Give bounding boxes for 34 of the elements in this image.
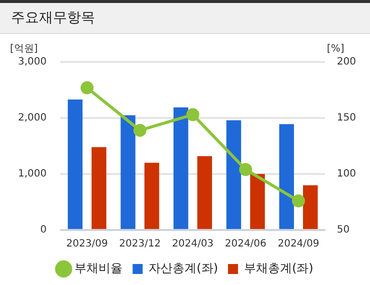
bar <box>68 100 83 229</box>
y2-tick-label: 50 <box>336 224 350 236</box>
bar <box>92 147 106 229</box>
bar <box>226 120 242 229</box>
x-tick-label: 2023/09 <box>66 238 108 250</box>
point <box>186 108 200 122</box>
y-tick-label: 1,000 <box>18 168 47 180</box>
bar <box>250 174 265 229</box>
y2-tick-label: 200 <box>336 56 356 68</box>
y-tick-label: 2,000 <box>18 112 47 124</box>
bar <box>144 162 160 229</box>
y2-tick-label: 100 <box>336 168 356 180</box>
y-axis-title: [억원] <box>10 44 38 55</box>
legend-label: 부채비율 <box>74 261 123 276</box>
x-tick-label: 2024/09 <box>278 238 320 250</box>
x-tick-label: 2024/06 <box>224 238 266 250</box>
point <box>133 124 146 137</box>
x-tick-label: 2023/12 <box>119 238 161 250</box>
legend-label: 부채총계(좌) <box>244 261 314 276</box>
chart-title: 주요재무항목 <box>0 0 370 34</box>
bar <box>279 124 294 229</box>
y-tick-label: 0 <box>40 224 47 236</box>
bar <box>120 115 136 229</box>
legend-label: 자산총계(좌) <box>148 261 218 276</box>
y-tick-label: 3,000 <box>18 56 47 68</box>
point <box>292 194 305 208</box>
bar <box>174 107 188 229</box>
x-tick-label: 2024/03 <box>172 238 214 250</box>
point <box>80 81 94 94</box>
point <box>239 163 252 176</box>
bar <box>197 156 212 229</box>
y2-axis-title: [%] <box>326 44 344 55</box>
y2-tick-label: 150 <box>336 112 356 124</box>
bar <box>303 185 318 229</box>
